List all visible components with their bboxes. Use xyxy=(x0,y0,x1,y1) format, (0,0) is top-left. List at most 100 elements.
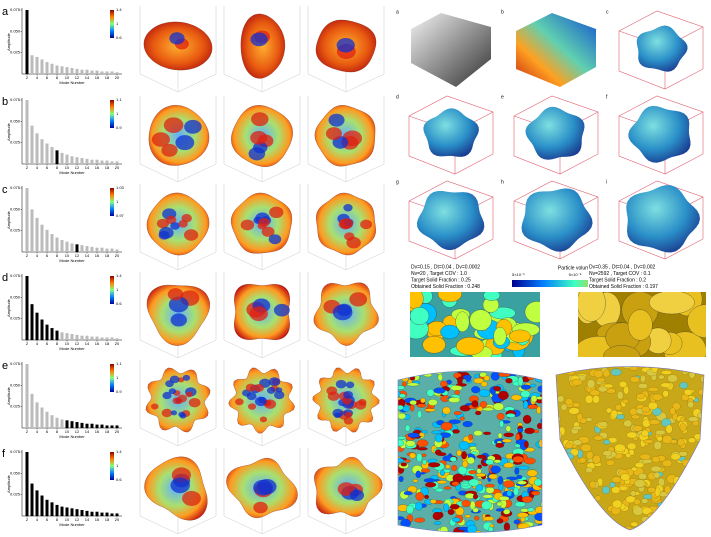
particle xyxy=(574,511,581,518)
particle xyxy=(527,404,539,410)
shape-spot xyxy=(254,384,264,392)
bar xyxy=(60,332,64,340)
particle xyxy=(398,385,405,390)
particle xyxy=(505,425,511,432)
particle xyxy=(667,516,674,522)
particle xyxy=(398,405,404,411)
particle xyxy=(571,378,583,386)
bar xyxy=(65,67,69,74)
x-tick-label: 20 xyxy=(115,341,120,346)
particle xyxy=(586,451,594,460)
sim-info-line: Target Solid Fraction : 0.25 xyxy=(411,277,471,283)
particle xyxy=(437,292,462,303)
x-tick-label: 16 xyxy=(95,165,100,170)
colorbar xyxy=(110,100,114,128)
particle xyxy=(452,517,461,523)
bar xyxy=(110,513,114,516)
particle xyxy=(578,292,606,322)
particle xyxy=(538,439,542,448)
bar xyxy=(45,62,49,74)
particle xyxy=(468,470,477,475)
x-tick-label: 8 xyxy=(56,165,59,170)
particle xyxy=(632,506,644,516)
bar xyxy=(75,422,79,428)
particle xyxy=(475,484,484,492)
particle xyxy=(413,530,420,533)
particle xyxy=(649,292,695,315)
y-tick-label: 0.025 xyxy=(10,316,21,321)
bar xyxy=(95,511,99,516)
particle xyxy=(527,507,535,512)
particle xyxy=(572,402,581,408)
x-tick-label: 2 xyxy=(26,341,29,346)
bar xyxy=(40,59,44,74)
shape-3d xyxy=(139,184,217,271)
particle xyxy=(448,419,461,424)
particle xyxy=(641,429,649,437)
particle xyxy=(674,499,686,505)
shape-spot xyxy=(269,206,284,219)
particle xyxy=(430,499,437,504)
x-tick-label: 10 xyxy=(65,165,70,170)
shape-spot xyxy=(360,219,373,230)
particle xyxy=(664,485,672,494)
y-tick-label: 0.025 xyxy=(10,492,21,497)
particle xyxy=(503,522,510,532)
shape-spot xyxy=(169,32,185,45)
bar xyxy=(95,159,99,164)
particle xyxy=(433,521,442,525)
particle xyxy=(699,517,704,525)
particle xyxy=(670,358,677,363)
shape-spot xyxy=(240,219,255,231)
colorbar-label: 5×10⁻⁶ xyxy=(512,272,525,277)
sim-info-line: Nv=2592 , Target COV : 0.1 xyxy=(589,271,651,277)
particle xyxy=(398,413,406,420)
shape-spot xyxy=(151,403,159,410)
particle xyxy=(648,419,660,425)
simulation-view xyxy=(578,292,706,357)
shape-spot xyxy=(328,113,345,127)
colorbar-label: 1.4 xyxy=(116,449,122,454)
bar xyxy=(35,56,39,74)
particle xyxy=(409,400,417,406)
particle xyxy=(592,395,600,404)
bar xyxy=(85,423,89,428)
shape-spot xyxy=(175,135,195,151)
particle xyxy=(558,478,565,488)
shape-spot xyxy=(178,220,188,228)
bar xyxy=(35,490,39,516)
particle xyxy=(630,376,640,383)
particle xyxy=(517,523,530,531)
bar xyxy=(65,241,69,252)
shape-spot xyxy=(342,396,352,405)
y-tick-label: 0.075 xyxy=(10,97,21,102)
particle xyxy=(556,473,559,481)
bar xyxy=(30,125,34,164)
shape-spot xyxy=(245,383,256,392)
particle xyxy=(415,492,424,501)
x-tick-label: 16 xyxy=(95,429,100,434)
shape-spot xyxy=(343,416,354,425)
particle xyxy=(408,371,413,373)
y-tick-label: 0.075 xyxy=(10,7,21,12)
particle xyxy=(655,429,666,436)
shape-3d xyxy=(139,96,217,183)
particle xyxy=(602,439,611,445)
particle xyxy=(609,482,616,488)
bar xyxy=(90,336,94,340)
particle xyxy=(670,453,681,461)
x-tick-label: 14 xyxy=(85,75,90,80)
particle xyxy=(481,500,492,510)
shape-spot xyxy=(343,390,354,399)
particle xyxy=(405,440,416,447)
particle xyxy=(513,519,521,525)
particle xyxy=(662,459,673,467)
bar xyxy=(30,393,34,428)
bar xyxy=(45,324,49,340)
x-tick-label: 14 xyxy=(85,165,90,170)
particle xyxy=(522,400,529,409)
particle xyxy=(679,422,687,432)
colorbar-label: 0.9 xyxy=(116,125,122,130)
grain-shape xyxy=(628,105,691,163)
